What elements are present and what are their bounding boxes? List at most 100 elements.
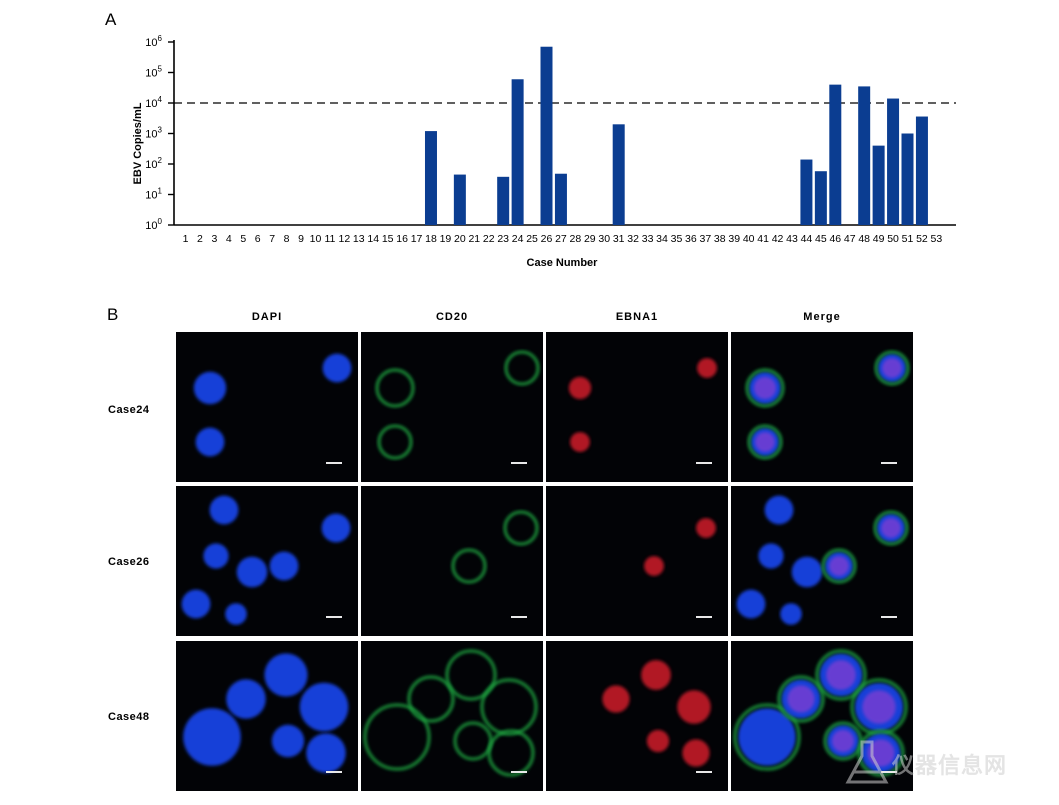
x-tick-label-17: 17: [411, 233, 423, 245]
row-label-case24: Case24: [108, 404, 150, 416]
micrograph-image: [602, 660, 711, 767]
micrograph-image: [193, 353, 352, 457]
micrograph-image: [644, 518, 716, 576]
beaker-logo-icon: [845, 740, 889, 784]
micrograph-case24-dapi: [176, 332, 358, 482]
ebna1-signal: [826, 660, 856, 690]
ebna1-signal: [829, 556, 849, 576]
bar-case-52: [915, 116, 928, 225]
ebna1-signal: [677, 690, 711, 724]
scale-bar: [511, 771, 527, 773]
x-tick-label-28: 28: [570, 233, 582, 245]
x-tick-label-38: 38: [714, 233, 726, 245]
bar-case-48: [858, 86, 871, 226]
x-tick-label-8: 8: [284, 233, 290, 245]
cd20-membrane: [407, 675, 455, 723]
nucleus-blob: [225, 603, 247, 625]
bar-case-51: [901, 133, 914, 225]
bar-case-18: [424, 131, 437, 225]
nucleus-blob: [236, 556, 268, 588]
scale-bar: [511, 616, 527, 618]
bar-case-26: [540, 46, 553, 225]
ebna1-signal: [682, 739, 710, 767]
cd20-membrane: [733, 703, 801, 771]
nucleus-blob: [195, 427, 225, 457]
x-tick-label-13: 13: [353, 233, 365, 245]
scale-bar: [696, 771, 712, 773]
x-tick-label-1: 1: [183, 233, 189, 245]
x-tick-label-50: 50: [887, 233, 899, 245]
x-tick-label-43: 43: [786, 233, 798, 245]
x-tick-label-29: 29: [584, 233, 596, 245]
cd20-membrane: [503, 510, 539, 546]
nucleus-blob: [736, 589, 766, 619]
x-tick-label-20: 20: [454, 233, 466, 245]
nucleus-blob: [193, 371, 227, 405]
bar-case-44: [800, 159, 813, 225]
scale-bar: [696, 616, 712, 618]
y-tick-label-4: 104: [145, 95, 162, 110]
cd20-membrane: [480, 678, 538, 736]
col-header-ebna1: EBNA1: [615, 311, 659, 323]
micrograph-image: [363, 649, 538, 777]
row-label-case26: Case26: [108, 556, 150, 568]
scale-bar: [326, 771, 342, 773]
y-tick-label-5: 105: [145, 65, 162, 80]
micrograph-image: [181, 495, 351, 625]
cd20-membrane: [377, 424, 413, 460]
micrograph-image: [183, 653, 349, 773]
nucleus-blob: [322, 353, 352, 383]
nucleus-blob: [299, 682, 349, 732]
nucleus-blob: [306, 733, 346, 773]
micrograph-case24-ebna1: [546, 332, 728, 482]
scale-bar: [881, 771, 897, 773]
scale-bar: [881, 616, 897, 618]
nucleus-blob: [269, 551, 299, 581]
x-tick-label-41: 41: [757, 233, 769, 245]
x-tick-label-24: 24: [512, 233, 524, 245]
panel-b-label: B: [107, 305, 119, 324]
x-tick-label-23: 23: [497, 233, 509, 245]
y-tick-label-0: 100: [145, 217, 162, 232]
ebna1-signal: [697, 358, 717, 378]
col-header-cd20: CD20: [435, 311, 469, 323]
x-tick-label-45: 45: [815, 233, 827, 245]
micrograph-case26-dapi: [176, 486, 358, 636]
micrograph-case24-merge: [731, 332, 913, 482]
scale-bar: [696, 462, 712, 464]
x-tick-label-15: 15: [382, 233, 394, 245]
ebna1-signal: [753, 376, 777, 400]
x-tick-label-36: 36: [685, 233, 697, 245]
x-tick-label-9: 9: [298, 233, 304, 245]
y-tick-label-2: 102: [145, 156, 162, 171]
nucleus-blob: [758, 543, 784, 569]
micrograph-case24-cd20: [361, 332, 543, 482]
cd20-membrane: [504, 350, 540, 386]
bar-case-23: [497, 176, 510, 225]
ebna1-signal: [602, 685, 630, 713]
cd20-membrane: [747, 424, 783, 460]
x-tick-label-51: 51: [902, 233, 914, 245]
cd20-membrane: [375, 368, 415, 408]
y-tick-label-3: 103: [145, 126, 162, 141]
micrograph-image: [451, 510, 539, 584]
cd20-membrane: [777, 675, 825, 723]
x-tick-label-27: 27: [555, 233, 567, 245]
bar-case-27: [554, 173, 567, 225]
ebna1-signal: [787, 685, 815, 713]
x-tick-label-30: 30: [598, 233, 610, 245]
nucleus-blob: [321, 513, 351, 543]
ebna1-signal: [646, 729, 670, 753]
scale-bar: [326, 462, 342, 464]
ebna1-signal: [881, 518, 901, 538]
x-tick-label-3: 3: [211, 233, 217, 245]
nucleus-blob: [183, 708, 241, 766]
x-tick-label-12: 12: [338, 233, 350, 245]
watermark: 仪器信息网: [842, 738, 1052, 788]
x-tick-label-44: 44: [801, 233, 813, 245]
x-tick-label-37: 37: [699, 233, 711, 245]
y-tick-label-6: 106: [145, 34, 162, 49]
ebna1-signal: [862, 690, 896, 724]
ebna1-signal: [831, 729, 855, 753]
x-tick-label-42: 42: [772, 233, 784, 245]
